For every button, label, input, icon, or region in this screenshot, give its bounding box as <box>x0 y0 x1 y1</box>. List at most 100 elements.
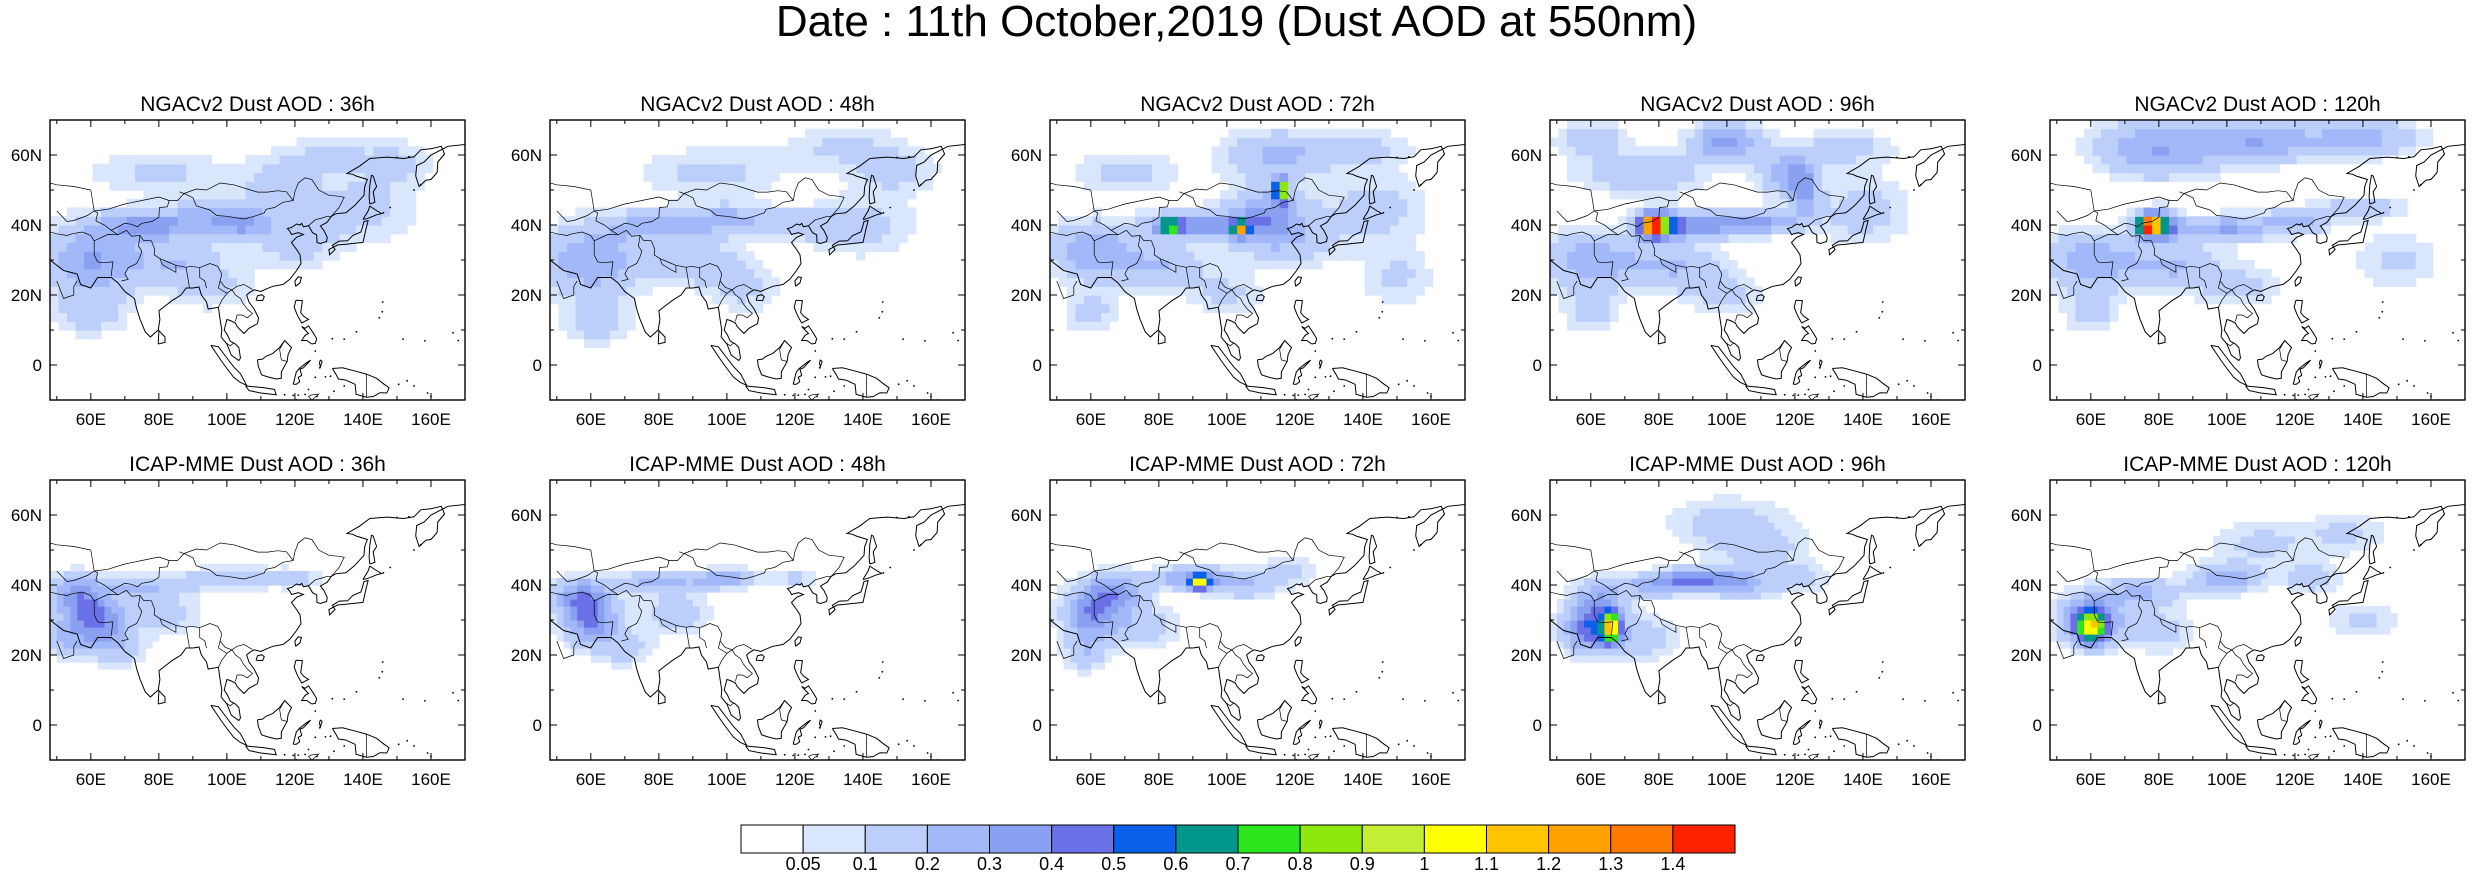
colorbar-label: 0.8 <box>1288 855 1313 873</box>
lat-tick-label: 20N <box>511 646 542 665</box>
colorbar-label: 0.6 <box>1163 855 1188 873</box>
lon-tick-label: 140E <box>1843 410 1883 429</box>
lon-tick-label: 140E <box>343 410 383 429</box>
lat-tick-label: 0 <box>1533 716 1542 735</box>
lon-tick-label: 120E <box>1775 410 1815 429</box>
lon-tick-label: 160E <box>911 410 951 429</box>
lat-tick-label: 0 <box>33 356 42 375</box>
colorbar-swatch <box>1238 825 1300 853</box>
lon-tick-label: 60E <box>1076 770 1106 789</box>
lat-tick-label: 60N <box>1511 506 1542 525</box>
lat-tick-label: 0 <box>1533 356 1542 375</box>
lon-tick-label: 100E <box>2207 770 2247 789</box>
lat-tick-label: 0 <box>2033 356 2042 375</box>
lon-tick-label: 160E <box>411 410 451 429</box>
colorbar-swatch <box>1114 825 1176 853</box>
colorbar-swatch <box>990 825 1052 853</box>
colorbar-swatch <box>865 825 927 853</box>
colorbar-swatch <box>1176 825 1238 853</box>
colorbar-label: 0.3 <box>977 855 1002 873</box>
lon-tick-label: 140E <box>343 770 383 789</box>
lon-tick-label: 140E <box>843 410 883 429</box>
lon-tick-label: 60E <box>576 410 606 429</box>
lon-tick-label: 100E <box>1707 410 1747 429</box>
lon-tick-label: 120E <box>275 410 315 429</box>
lon-tick-label: 120E <box>2275 410 2315 429</box>
lon-tick-label: 60E <box>1076 410 1106 429</box>
colorbar-swatch <box>1052 825 1114 853</box>
colorbar-label: 1 <box>1419 855 1429 873</box>
lat-tick-label: 60N <box>1011 506 1042 525</box>
lat-tick-label: 60N <box>1011 146 1042 165</box>
lon-tick-label: 100E <box>207 410 247 429</box>
lon-tick-label: 100E <box>1207 410 1247 429</box>
lon-tick-label: 60E <box>576 770 606 789</box>
lat-tick-label: 60N <box>11 506 42 525</box>
lon-tick-label: 140E <box>2343 410 2383 429</box>
lon-tick-label: 140E <box>1843 770 1883 789</box>
lat-tick-label: 40N <box>2011 216 2042 235</box>
lon-tick-label: 80E <box>144 770 174 789</box>
colorbar-label: 1.4 <box>1660 855 1685 873</box>
colorbar-label: 0.2 <box>915 855 940 873</box>
lon-tick-label: 80E <box>644 770 674 789</box>
colorbar-swatch <box>741 825 803 853</box>
lat-tick-label: 20N <box>1011 646 1042 665</box>
colorbar-label: 0.9 <box>1350 855 1375 873</box>
lon-tick-label: 160E <box>911 770 951 789</box>
lat-tick-label: 60N <box>11 146 42 165</box>
lat-tick-label: 20N <box>11 286 42 305</box>
colorbar-label: 1.1 <box>1474 855 1499 873</box>
lat-tick-label: 20N <box>1511 646 1542 665</box>
lon-tick-label: 140E <box>843 770 883 789</box>
lat-tick-label: 40N <box>1011 216 1042 235</box>
lon-tick-label: 60E <box>1576 770 1606 789</box>
lat-tick-label: 40N <box>511 576 542 595</box>
lon-tick-label: 80E <box>1644 410 1674 429</box>
lat-tick-label: 40N <box>511 216 542 235</box>
lat-tick-label: 20N <box>2011 286 2042 305</box>
lat-tick-label: 40N <box>11 576 42 595</box>
lon-tick-label: 140E <box>2343 770 2383 789</box>
colorbar-label: 1.3 <box>1598 855 1623 873</box>
lon-tick-label: 120E <box>775 410 815 429</box>
lat-tick-label: 60N <box>511 146 542 165</box>
lon-tick-label: 60E <box>1576 410 1606 429</box>
lat-tick-label: 20N <box>11 646 42 665</box>
lat-tick-label: 20N <box>1011 286 1042 305</box>
lat-tick-label: 60N <box>2011 146 2042 165</box>
colorbar-label: 0.7 <box>1225 855 1250 873</box>
lon-tick-label: 80E <box>1144 770 1174 789</box>
colorbar-label: 0.5 <box>1101 855 1126 873</box>
lon-tick-label: 100E <box>1707 770 1747 789</box>
lon-tick-label: 120E <box>775 770 815 789</box>
colorbar-swatch <box>803 825 865 853</box>
lat-tick-label: 40N <box>1011 576 1042 595</box>
colorbar-swatch <box>1300 825 1362 853</box>
lat-tick-label: 0 <box>1033 716 1042 735</box>
lon-tick-label: 60E <box>2076 770 2106 789</box>
lat-tick-label: 0 <box>533 716 542 735</box>
lat-tick-label: 40N <box>11 216 42 235</box>
lat-tick-label: 40N <box>2011 576 2042 595</box>
lat-tick-label: 40N <box>1511 576 1542 595</box>
lon-tick-label: 160E <box>411 770 451 789</box>
lon-tick-label: 100E <box>2207 410 2247 429</box>
